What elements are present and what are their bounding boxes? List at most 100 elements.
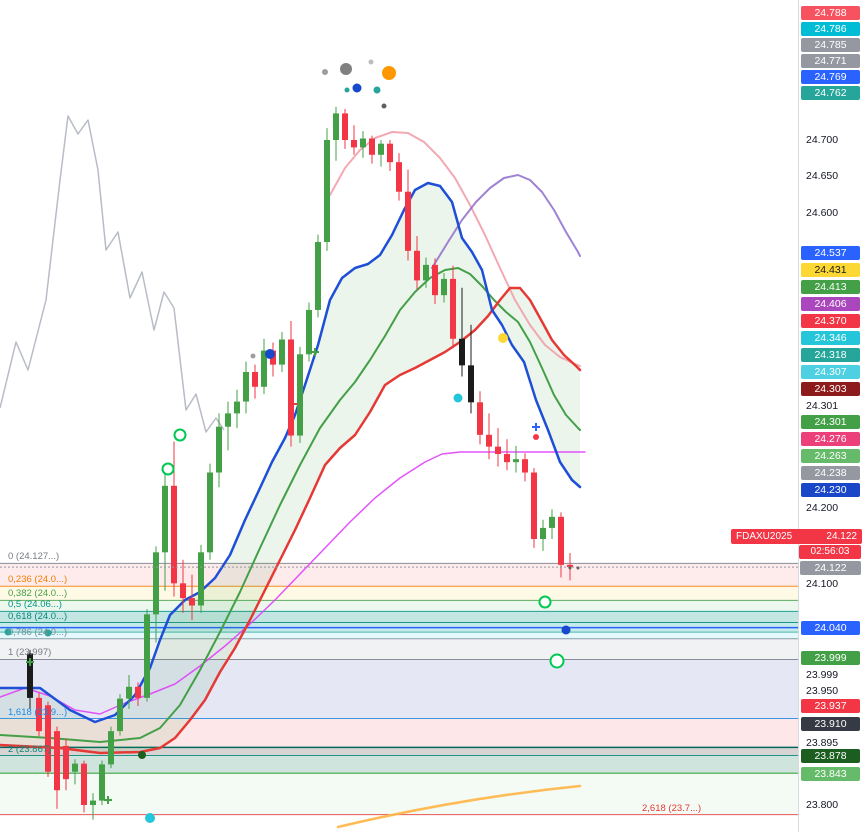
ma-red-slow bbox=[0, 286, 582, 755]
candle-body bbox=[54, 731, 60, 791]
curved-trendline[interactable] bbox=[336, 784, 582, 829]
candle-body bbox=[333, 113, 339, 140]
signal-dot bbox=[250, 353, 256, 359]
symbol-countdown-label[interactable]: FDAXU2025 24.122 bbox=[731, 529, 862, 544]
signal-dot bbox=[322, 69, 328, 75]
signal-dot bbox=[381, 103, 387, 109]
candle-body bbox=[144, 614, 150, 698]
candle-body bbox=[135, 686, 141, 698]
zigzag-line bbox=[0, 115, 225, 433]
candle-body bbox=[558, 516, 564, 565]
ma-purple bbox=[431, 174, 581, 269]
signal-dot bbox=[453, 393, 463, 403]
price-axis-tick: 23.800 bbox=[806, 799, 839, 811]
candle-body bbox=[342, 113, 348, 140]
price-axis-label: 24.230 bbox=[801, 483, 860, 497]
candle-body bbox=[405, 191, 411, 251]
candle-body bbox=[414, 250, 420, 281]
signal-dot bbox=[538, 595, 552, 609]
ma-magenta bbox=[0, 451, 586, 715]
candle-body bbox=[360, 138, 366, 148]
signal-dot bbox=[340, 63, 352, 75]
level-band-0 bbox=[0, 611, 798, 633]
signal-dot bbox=[568, 566, 572, 570]
candle-body bbox=[459, 338, 465, 366]
candle-body bbox=[81, 763, 87, 806]
candle-body bbox=[486, 434, 492, 447]
candle-body bbox=[396, 162, 402, 192]
candle-body bbox=[324, 140, 330, 242]
candle-body bbox=[171, 485, 177, 584]
price-axis-tick: 24.100 bbox=[806, 578, 839, 590]
candle-body bbox=[531, 472, 537, 540]
price-axis-label: 24.301 bbox=[801, 415, 860, 429]
candle-body bbox=[234, 401, 240, 414]
fib-band-0.786 bbox=[0, 638, 798, 660]
fib-band-0.236 bbox=[0, 586, 798, 601]
price-chart-canvas[interactable] bbox=[0, 0, 798, 832]
candle-body bbox=[36, 697, 42, 732]
candle-body bbox=[495, 446, 501, 455]
price-axis-tick: 24.600 bbox=[806, 207, 839, 219]
candle-body bbox=[297, 354, 303, 436]
signal-dot bbox=[373, 86, 381, 94]
fib-band-0.618 bbox=[0, 622, 798, 639]
fib-band-1.618 bbox=[0, 718, 798, 756]
signal-plus bbox=[26, 658, 34, 666]
fib-band-1 bbox=[0, 659, 798, 719]
price-axis-tick: 23.999 bbox=[806, 669, 839, 681]
candle-body bbox=[72, 763, 78, 772]
price-axis-tick: 24.700 bbox=[806, 134, 839, 146]
price-axis-label: 24.762 bbox=[801, 86, 860, 100]
candle-body bbox=[99, 764, 105, 801]
price-axis-label: 24.786 bbox=[801, 22, 860, 36]
candle-body bbox=[189, 598, 195, 606]
ma-green-mid bbox=[0, 267, 581, 743]
price-axis-label: 24.431 bbox=[801, 263, 860, 277]
signal-dot bbox=[498, 333, 508, 343]
signal-dot bbox=[533, 434, 539, 440]
price-axis-label: 23.999 bbox=[801, 651, 860, 665]
candle-body bbox=[45, 705, 51, 772]
price-axis-label: 24.276 bbox=[801, 432, 860, 446]
candle-body bbox=[180, 583, 186, 599]
price-axis-label: 24.788 bbox=[801, 6, 860, 20]
signal-dot bbox=[44, 629, 52, 637]
candle-body bbox=[261, 350, 267, 387]
candle-body bbox=[225, 413, 231, 427]
candle-body bbox=[477, 402, 483, 435]
price-axis-tick: 24.200 bbox=[806, 502, 839, 514]
chart-pane[interactable]: 0 (24.127...) 0,236 (24.0...) 0,382 (24.0.… bbox=[0, 0, 798, 832]
signal-dot bbox=[382, 66, 396, 80]
price-axis-label: 24.771 bbox=[801, 54, 860, 68]
candle-body bbox=[387, 143, 393, 163]
candle-body bbox=[198, 552, 204, 606]
last-price-label: 24.122 bbox=[800, 561, 861, 575]
fib-band-0.382 bbox=[0, 600, 798, 612]
candle-body bbox=[378, 143, 384, 155]
candle-body bbox=[513, 459, 519, 463]
candle-body bbox=[450, 278, 456, 339]
countdown-value: 02:56:03 bbox=[810, 546, 850, 557]
signal-dot bbox=[352, 83, 362, 93]
price-axis[interactable]: 24.788 24.786 24.785 24.771 24.769 24.762 24.7… bbox=[798, 0, 863, 832]
candle-body bbox=[207, 472, 213, 553]
price-axis-tick: 23.895 bbox=[806, 737, 839, 749]
candle-body bbox=[432, 264, 438, 296]
last-price-value: 24.122 bbox=[814, 562, 847, 574]
candle-body bbox=[216, 426, 222, 473]
price-axis-label: 24.769 bbox=[801, 70, 860, 84]
signal-dot bbox=[145, 813, 155, 823]
candle-body bbox=[153, 552, 159, 615]
candle-body bbox=[441, 278, 447, 296]
candle-body bbox=[369, 138, 375, 155]
candle-body bbox=[549, 516, 555, 528]
signal-dot bbox=[561, 625, 571, 635]
candle-body bbox=[108, 731, 114, 765]
symbol-last-price: 24.122 bbox=[826, 531, 857, 542]
price-axis-label: 24.238 bbox=[801, 466, 860, 480]
candle-body bbox=[63, 745, 69, 780]
signal-plus bbox=[311, 348, 319, 356]
candle-body bbox=[522, 459, 528, 473]
